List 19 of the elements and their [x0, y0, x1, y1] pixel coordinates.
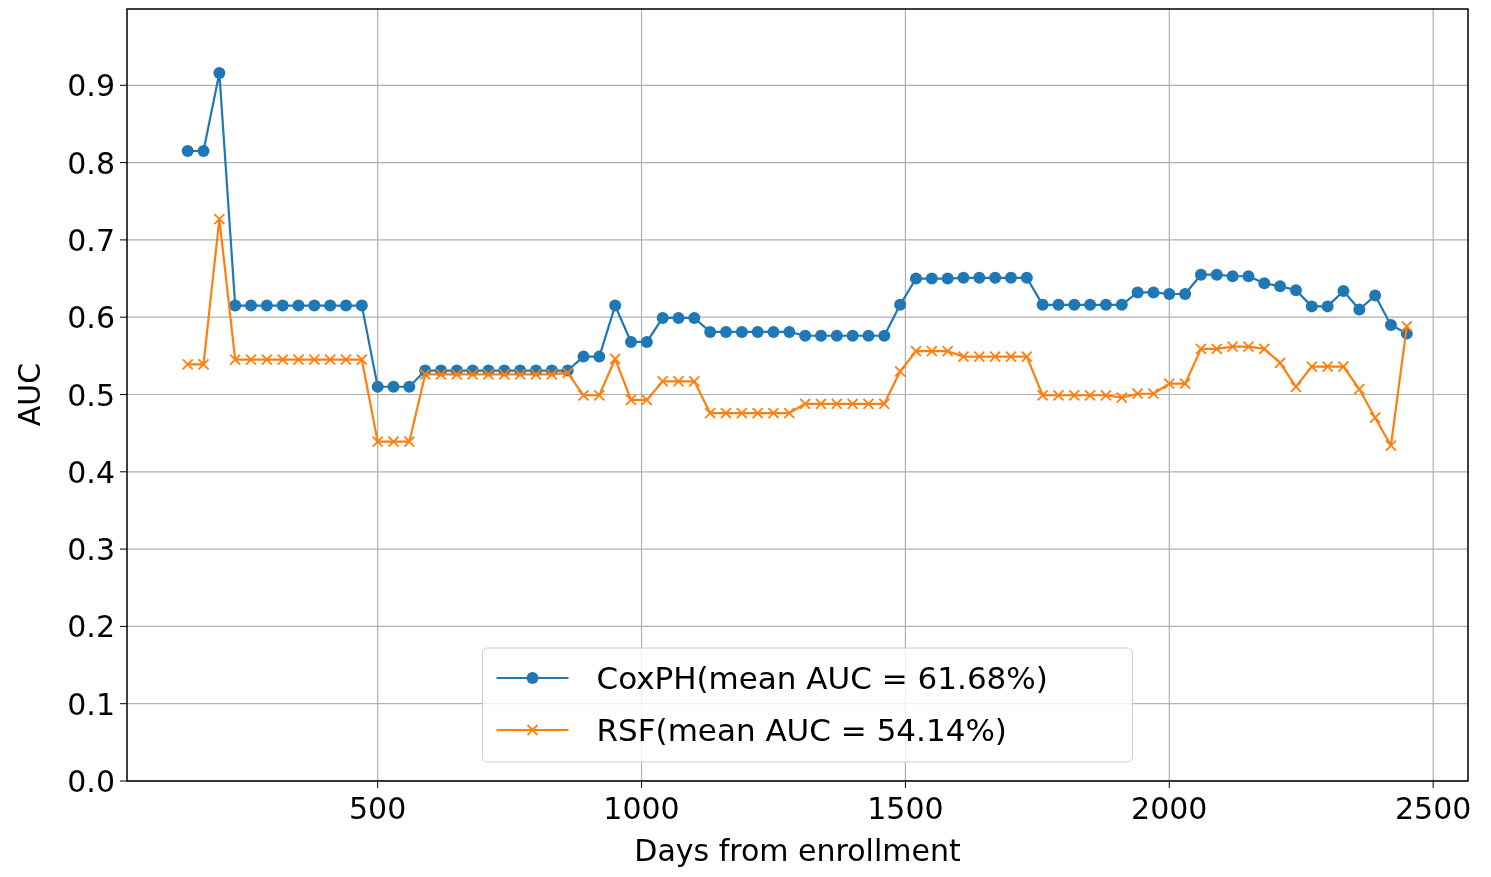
- x-axis-title: Days from enrollment: [634, 833, 961, 868]
- legend-label: RSF(mean AUC = 54.14%): [596, 712, 1007, 748]
- y-tick-label: 0.7: [67, 222, 115, 258]
- y-tick-label: 0.8: [67, 145, 115, 181]
- x-tick-label: 2000: [1131, 791, 1208, 826]
- x-tick-label: 1500: [867, 791, 944, 826]
- y-axis-title: AUC: [12, 362, 47, 427]
- x-tick-label: 500: [349, 791, 407, 826]
- y-tick-label: 0.6: [67, 300, 115, 336]
- y-tick-label: 0.0: [67, 764, 115, 799]
- y-tick-label: 0.3: [67, 532, 115, 568]
- y-tick-label: 0.4: [67, 454, 115, 490]
- legend-label: CoxPH(mean AUC = 61.68%): [596, 660, 1048, 696]
- y-tick-label: 0.9: [67, 68, 115, 104]
- y-tick-label: 0.5: [67, 377, 115, 413]
- x-tick-label: 1000: [603, 791, 680, 826]
- x-tick-label: 2500: [1394, 791, 1472, 826]
- y-tick-label: 0.1: [67, 686, 115, 722]
- y-tick-label: 0.2: [67, 609, 115, 645]
